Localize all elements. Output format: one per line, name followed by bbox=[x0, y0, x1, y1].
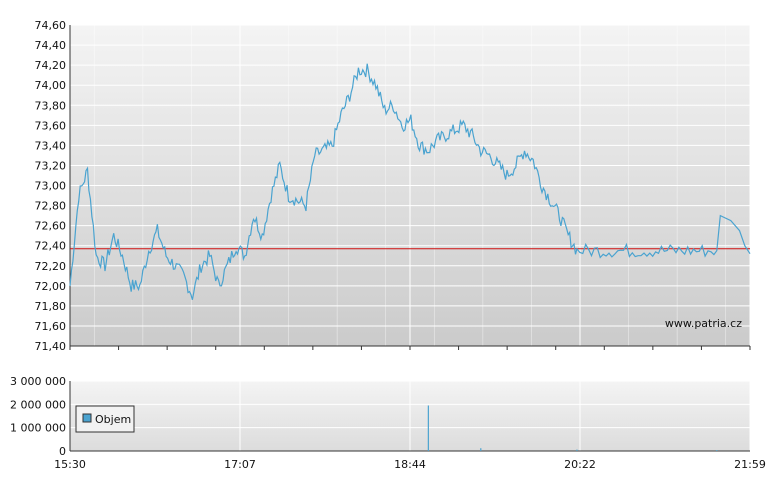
volume-tick-label: 3 000 000 bbox=[10, 375, 66, 388]
price-tick-label: 71,80 bbox=[35, 300, 67, 313]
price-line bbox=[69, 63, 751, 300]
price-tick-label: 72,20 bbox=[35, 260, 67, 273]
price-tick-label: 74,60 bbox=[35, 19, 67, 32]
price-tick-label: 74,40 bbox=[35, 39, 67, 52]
price-tick-label: 72,60 bbox=[35, 220, 67, 233]
price-tick-label: 73,20 bbox=[35, 159, 67, 172]
x-tick-label: 21:59 bbox=[734, 458, 766, 471]
x-tick-label: 18:44 bbox=[394, 458, 426, 471]
volume-tick-label: 0 bbox=[59, 445, 66, 458]
legend-label: Objem bbox=[95, 413, 131, 426]
volume-legend: Objem bbox=[75, 405, 135, 433]
price-tick-label: 71,60 bbox=[35, 320, 67, 333]
volume-tick-label: 2 000 000 bbox=[10, 398, 66, 411]
price-tick-label: 73,80 bbox=[35, 99, 67, 112]
price-tick-label: 74,20 bbox=[35, 59, 67, 72]
x-tick-label: 17:07 bbox=[224, 458, 256, 471]
price-tick-label: 72,00 bbox=[35, 280, 67, 293]
volume-tick-label: 1 000 000 bbox=[10, 422, 66, 435]
price-tick-label: 73,60 bbox=[35, 119, 67, 132]
x-tick-label: 15:30 bbox=[54, 458, 86, 471]
price-tick-label: 74,00 bbox=[35, 79, 67, 92]
price-tick-label: 73,40 bbox=[35, 139, 67, 152]
legend-swatch bbox=[82, 413, 92, 423]
watermark: www.patria.cz bbox=[665, 317, 742, 330]
price-tick-label: 72,80 bbox=[35, 200, 67, 213]
price-tick-label: 72,40 bbox=[35, 240, 67, 253]
price-tick-label: 71,40 bbox=[35, 340, 67, 353]
price-tick-label: 73,00 bbox=[35, 180, 67, 193]
x-tick-label: 20:22 bbox=[564, 458, 596, 471]
